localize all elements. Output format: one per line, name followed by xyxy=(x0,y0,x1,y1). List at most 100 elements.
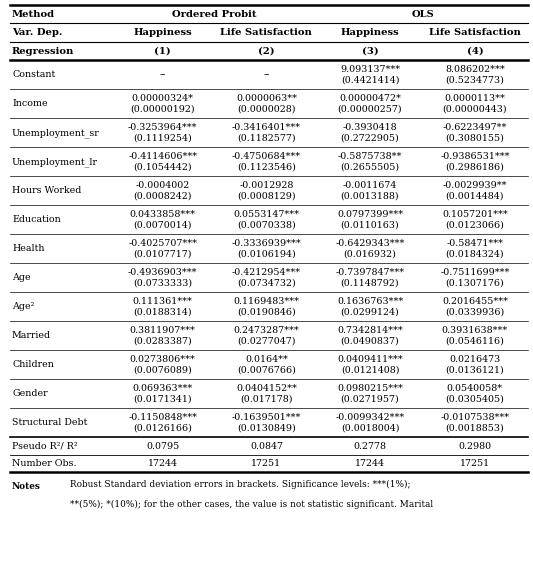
Text: 0.2778: 0.2778 xyxy=(353,442,386,451)
Text: (0.0271957): (0.0271957) xyxy=(341,394,399,404)
Text: (0.016932): (0.016932) xyxy=(344,250,397,259)
Text: --: -- xyxy=(159,71,166,79)
Text: (0.0123066): (0.0123066) xyxy=(446,221,504,230)
Text: 0.0216473: 0.0216473 xyxy=(449,355,500,364)
Text: (0.0733333): (0.0733333) xyxy=(133,279,192,288)
Text: Age²: Age² xyxy=(12,303,34,311)
Text: (0.0008242): (0.0008242) xyxy=(134,192,192,201)
Text: Happiness: Happiness xyxy=(341,28,399,37)
Text: 0.00000472*: 0.00000472* xyxy=(339,94,401,103)
Text: Var. Dep.: Var. Dep. xyxy=(12,28,62,37)
Text: (0.2655505): (0.2655505) xyxy=(341,162,400,172)
Text: (0.0013188): (0.0013188) xyxy=(341,192,399,201)
Text: -0.4212954***: -0.4212954*** xyxy=(232,268,301,277)
Text: 0.0273806***: 0.0273806*** xyxy=(130,355,196,364)
Text: (0.0126166): (0.0126166) xyxy=(133,424,192,433)
Text: 0.3931638***: 0.3931638*** xyxy=(442,326,508,335)
Text: 0.0553147***: 0.0553147*** xyxy=(233,210,300,219)
Text: (3): (3) xyxy=(361,47,378,56)
Text: 0.0540058*: 0.0540058* xyxy=(447,384,503,393)
Text: (1): (1) xyxy=(155,47,171,56)
Text: (0.0190846): (0.0190846) xyxy=(237,308,296,317)
Text: (0.0110163): (0.0110163) xyxy=(341,221,399,230)
Text: Structural Debt: Structural Debt xyxy=(12,418,87,428)
Text: (0.0130849): (0.0130849) xyxy=(237,424,296,433)
Text: 0.3811907***: 0.3811907*** xyxy=(130,326,196,335)
Text: (0.0734732): (0.0734732) xyxy=(237,279,296,288)
Text: (0.1119254): (0.1119254) xyxy=(133,134,192,142)
Text: 17244: 17244 xyxy=(355,459,385,468)
Text: 0.1057201***: 0.1057201*** xyxy=(442,210,508,219)
Text: (0.0299124): (0.0299124) xyxy=(341,308,399,317)
Text: Unemployment_lr: Unemployment_lr xyxy=(12,157,98,167)
Text: OLS: OLS xyxy=(411,10,434,19)
Text: Constant: Constant xyxy=(12,71,55,79)
Text: -0.7397847***: -0.7397847*** xyxy=(335,268,405,277)
Text: 0.7342814***: 0.7342814*** xyxy=(337,326,403,335)
Text: Health: Health xyxy=(12,245,44,254)
Text: 0.0000063**: 0.0000063** xyxy=(236,94,297,103)
Text: Number Obs.: Number Obs. xyxy=(12,459,77,468)
Text: -0.9386531***: -0.9386531*** xyxy=(440,152,510,161)
Text: Ordered Probit: Ordered Probit xyxy=(172,10,257,19)
Text: (0.0076089): (0.0076089) xyxy=(133,366,192,374)
Text: (0.0070014): (0.0070014) xyxy=(134,221,192,230)
Text: -0.5875738**: -0.5875738** xyxy=(338,152,402,161)
Text: (0.0008129): (0.0008129) xyxy=(237,192,296,201)
Text: (0.0018004): (0.0018004) xyxy=(341,424,399,433)
Text: (0.1123546): (0.1123546) xyxy=(237,162,296,172)
Text: (0.3080155): (0.3080155) xyxy=(446,134,504,142)
Text: Happiness: Happiness xyxy=(133,28,192,37)
Text: 0.2473287***: 0.2473287*** xyxy=(233,326,300,335)
Text: (0.0171341): (0.0171341) xyxy=(133,394,192,404)
Text: Robust Standard deviation errors in brackets. Significance levels: ***(1%);: Robust Standard deviation errors in brac… xyxy=(70,479,410,488)
Text: (0.0018853): (0.0018853) xyxy=(446,424,504,433)
Text: 0.2980: 0.2980 xyxy=(458,442,491,451)
Text: -0.1150848***: -0.1150848*** xyxy=(128,413,197,422)
Text: Income: Income xyxy=(12,100,47,108)
Text: 17244: 17244 xyxy=(148,459,178,468)
Text: -0.0099342***: -0.0099342*** xyxy=(335,413,405,422)
Text: -0.0011674: -0.0011674 xyxy=(343,181,397,190)
Text: (0.0283387): (0.0283387) xyxy=(133,337,192,346)
Text: (0.0184324): (0.0184324) xyxy=(446,250,504,259)
Text: (0.0188314): (0.0188314) xyxy=(133,308,192,317)
Text: (0.2986186): (0.2986186) xyxy=(446,162,504,172)
Text: 0.111361***: 0.111361*** xyxy=(133,298,193,306)
Text: (0.0106194): (0.0106194) xyxy=(237,250,296,259)
Text: (0.0121408): (0.0121408) xyxy=(341,366,399,374)
Text: (0.017178): (0.017178) xyxy=(240,394,293,404)
Text: (0.0546116): (0.0546116) xyxy=(446,337,504,346)
Text: (0.0014484): (0.0014484) xyxy=(446,192,504,201)
Text: (0.0000028): (0.0000028) xyxy=(237,105,296,114)
Text: (0.00000257): (0.00000257) xyxy=(338,105,402,114)
Text: (0.0277047): (0.0277047) xyxy=(237,337,296,346)
Text: 0.0404152**: 0.0404152** xyxy=(236,384,297,393)
Text: (0.2722905): (0.2722905) xyxy=(341,134,399,142)
Text: 0.0980215***: 0.0980215*** xyxy=(337,384,403,393)
Text: (0.4421414): (0.4421414) xyxy=(341,76,399,85)
Text: (0.0490837): (0.0490837) xyxy=(341,337,399,346)
Text: (0.0070338): (0.0070338) xyxy=(237,221,296,230)
Text: -0.6429343***: -0.6429343*** xyxy=(335,239,405,249)
Text: (0.00000443): (0.00000443) xyxy=(442,105,507,114)
Text: 9.093137***: 9.093137*** xyxy=(340,66,400,74)
Text: 0.0164**: 0.0164** xyxy=(245,355,288,364)
Text: Method: Method xyxy=(12,10,55,19)
Text: 0.0795: 0.0795 xyxy=(146,442,180,451)
Text: 0.00000324*: 0.00000324* xyxy=(132,94,194,103)
Text: -0.0029939**: -0.0029939** xyxy=(442,181,507,190)
Text: Notes: Notes xyxy=(12,482,41,491)
Text: **(5%); *(10%); for the other cases, the value is not statistic significant. Mar: **(5%); *(10%); for the other cases, the… xyxy=(70,499,433,508)
Text: Regression: Regression xyxy=(12,47,75,56)
Text: Education: Education xyxy=(12,215,61,225)
Text: 0.2016455***: 0.2016455*** xyxy=(442,298,508,306)
Text: 0.0409411***: 0.0409411*** xyxy=(337,355,403,364)
Text: 0.0797399***: 0.0797399*** xyxy=(337,210,403,219)
Text: -0.3253964***: -0.3253964*** xyxy=(128,123,198,132)
Text: Unemployment_sr: Unemployment_sr xyxy=(12,128,100,138)
Text: 0.1636763***: 0.1636763*** xyxy=(337,298,403,306)
Text: 0.0000113**: 0.0000113** xyxy=(445,94,505,103)
Text: -0.3416401***: -0.3416401*** xyxy=(232,123,301,132)
Text: Married: Married xyxy=(12,332,51,340)
